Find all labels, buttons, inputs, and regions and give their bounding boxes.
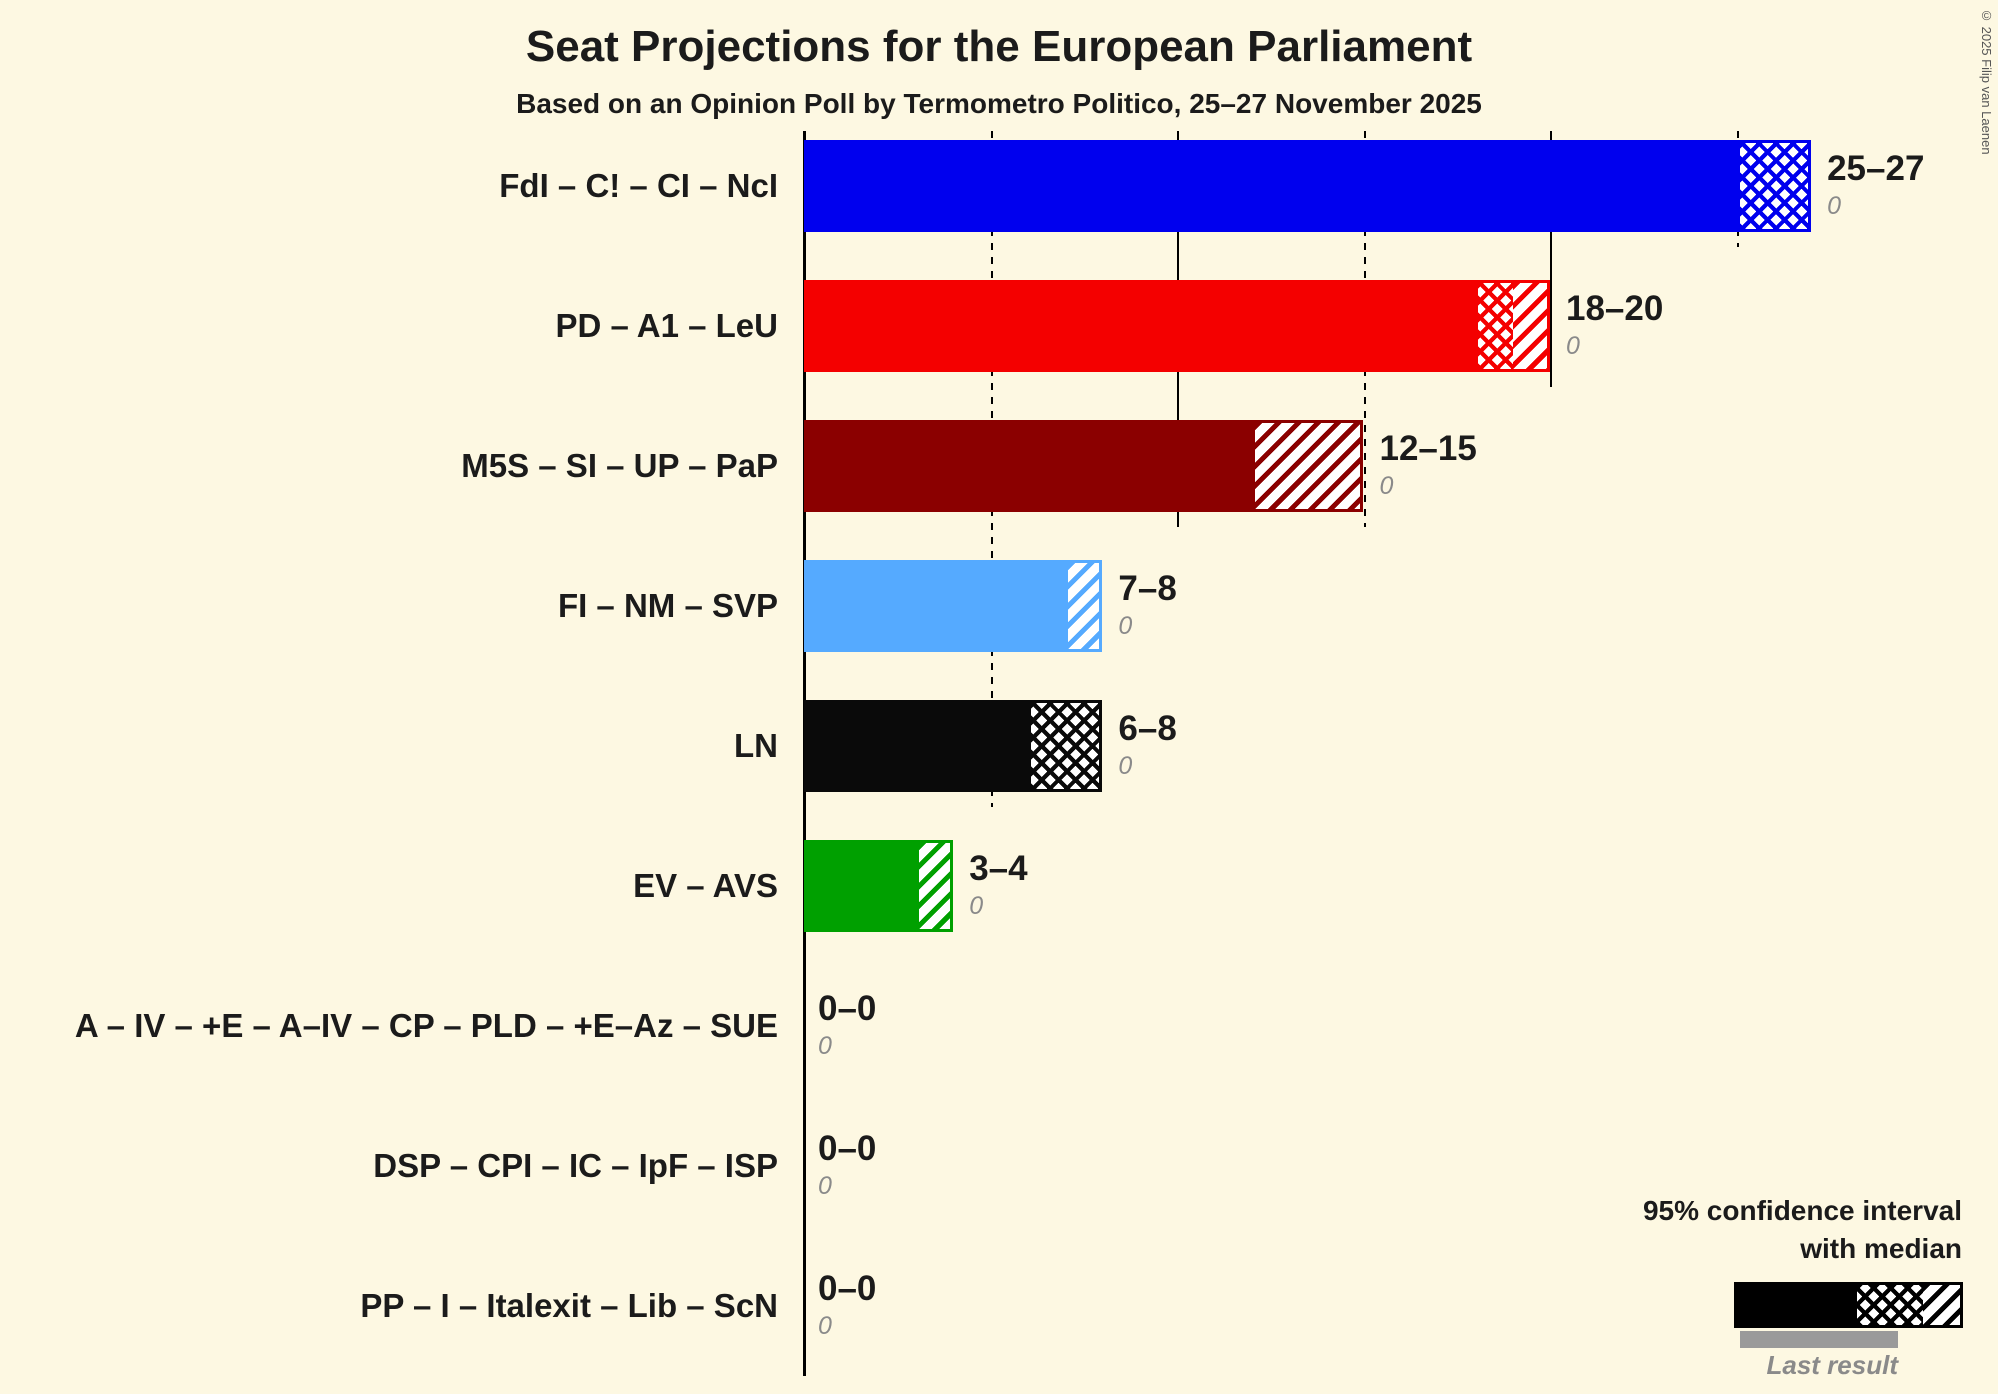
confidence-interval xyxy=(1251,420,1364,512)
bar-solid-segment xyxy=(804,560,1066,652)
party-label: EV – AVS xyxy=(633,867,778,904)
last-result-value: 0 xyxy=(1566,331,1580,360)
party-label: PP – I – Italexit – Lib – ScN xyxy=(360,1287,778,1324)
value-labels: 3–4 0 xyxy=(969,840,1027,932)
ci-crosshatch-segment xyxy=(1030,703,1100,789)
value-labels: 0–0 0 xyxy=(818,1120,876,1212)
last-result-value: 0 xyxy=(1118,751,1133,780)
last-result-value: 0 xyxy=(1827,191,1841,220)
legend-title: 95% confidence interval with median xyxy=(1643,1192,1962,1268)
bar-row: PD – A1 – LeU 18–20 0 xyxy=(0,280,1998,372)
bar-row: LN 6–8 0 xyxy=(0,700,1998,792)
ci-diagonal-segment xyxy=(1068,563,1100,649)
seat-bar xyxy=(804,420,1364,512)
legend-crosshatch-segment xyxy=(1857,1285,1923,1325)
confidence-interval xyxy=(1475,280,1550,372)
ci-range-label: 0–0 xyxy=(818,1269,877,1309)
last-result-value: 0 xyxy=(818,1031,832,1060)
seat-bar xyxy=(804,700,1103,792)
ci-diagonal-segment xyxy=(1512,283,1547,369)
party-label: PD – A1 – LeU xyxy=(555,307,778,344)
bar-row: DSP – CPI – IC – IpF – ISP 0–0 0 xyxy=(0,1120,1998,1212)
bar-solid-segment xyxy=(804,140,1737,232)
confidence-interval xyxy=(1065,560,1103,652)
ci-crosshatch-segment xyxy=(1739,143,1809,229)
ci-range-label: 0–0 xyxy=(818,1129,877,1169)
last-result-value: 0 xyxy=(818,1171,832,1200)
ci-range-label: 12–15 xyxy=(1379,429,1477,469)
seat-bar xyxy=(804,280,1550,372)
seat-bar xyxy=(804,140,1812,232)
party-label: A – IV – +E – A–IV – CP – PLD – +E–Az – … xyxy=(74,1007,778,1044)
legend-title-line1: 95% confidence interval xyxy=(1642,1195,1962,1226)
chart-title: Seat Projections for the European Parlia… xyxy=(525,22,1473,71)
party-label: M5S – SI – UP – PaP xyxy=(461,447,778,484)
value-labels: 7–8 0 xyxy=(1118,560,1176,652)
chart-subtitle: Based on an Opinion Poll by Termometro P… xyxy=(516,88,1482,119)
confidence-interval xyxy=(1736,140,1812,232)
value-labels: 18–20 0 xyxy=(1566,280,1663,372)
bar-row: EV – AVS 3–4 0 xyxy=(0,840,1998,932)
legend-last-result-sample xyxy=(1740,1331,1898,1348)
value-labels: 25–27 0 xyxy=(1827,140,1924,232)
party-label: FdI – C! – CI – NcI xyxy=(499,167,778,204)
last-result-value: 0 xyxy=(1379,471,1394,500)
bar-row: FdI – C! – CI – NcI 25–27 0 xyxy=(0,140,1998,232)
seat-bar xyxy=(804,840,954,932)
value-labels: 0–0 0 xyxy=(818,980,876,1072)
gridline-20-seats xyxy=(1550,131,1552,387)
bar-row: M5S – SI – UP – PaP 12–15 0 xyxy=(0,420,1998,512)
last-result-value: 0 xyxy=(818,1311,832,1340)
ci-range-label: 25–27 xyxy=(1827,149,1925,189)
value-labels: 0–0 0 xyxy=(818,1260,876,1352)
ci-range-label: 7–8 xyxy=(1118,569,1177,609)
legend-last-result-label: Last result xyxy=(1766,1350,1899,1380)
bar-solid-segment xyxy=(804,840,916,932)
last-result-value: 0 xyxy=(969,891,984,920)
bar-solid-segment xyxy=(804,700,1028,792)
ci-range-label: 6–8 xyxy=(1118,709,1177,749)
ci-diagonal-segment xyxy=(1254,423,1361,509)
legend-title-line2: with median xyxy=(1800,1232,1962,1264)
party-label: FI – NM – SVP xyxy=(557,587,778,624)
party-label: DSP – CPI – IC – IpF – ISP xyxy=(373,1147,778,1184)
ci-crosshatch-segment xyxy=(1478,283,1513,369)
bar-solid-segment xyxy=(804,420,1252,512)
last-result-value: 0 xyxy=(1118,611,1133,640)
seat-bar xyxy=(804,560,1103,652)
value-labels: 12–15 0 xyxy=(1380,420,1477,512)
confidence-interval xyxy=(1027,700,1103,792)
copyright-note: © 2025 Filip van Laenen xyxy=(1979,8,1994,155)
bar-row: FI – NM – SVP 7–8 0 xyxy=(0,560,1998,652)
ci-range-label: 3–4 xyxy=(969,849,1028,889)
ci-range-label: 18–20 xyxy=(1566,289,1664,329)
legend-ci-sample xyxy=(1734,1282,1963,1328)
bar-row: A – IV – +E – A–IV – CP – PLD – +E–Az – … xyxy=(0,980,1998,1072)
party-label: LN xyxy=(734,727,778,764)
confidence-interval xyxy=(915,840,954,932)
bar-solid-segment xyxy=(804,280,1476,372)
legend-solid-segment xyxy=(1737,1285,1857,1325)
bar-row: PP – I – Italexit – Lib – ScN 0–0 0 xyxy=(0,1260,1998,1352)
value-labels: 6–8 0 xyxy=(1118,700,1176,792)
ci-range-label: 0–0 xyxy=(818,989,877,1029)
ci-diagonal-segment xyxy=(918,843,951,929)
legend-diagonal-segment xyxy=(1923,1285,1960,1325)
